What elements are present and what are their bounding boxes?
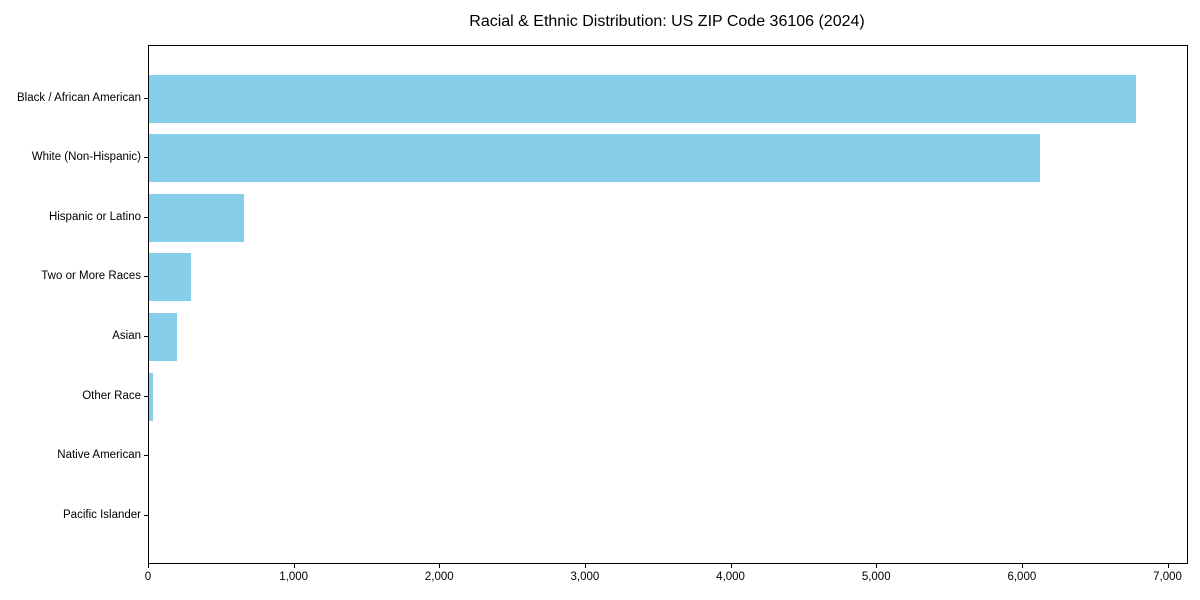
bar [149, 134, 1040, 183]
y-tick-mark [144, 395, 148, 397]
y-tick-mark [144, 216, 148, 218]
x-tick-mark [439, 564, 441, 568]
x-tick-mark [584, 564, 586, 568]
bar [149, 372, 153, 421]
x-tick-label: 4,000 [716, 571, 745, 583]
x-tick-label: 5,000 [861, 571, 891, 583]
x-tick-mark [1167, 564, 1169, 568]
y-tick-label: Hispanic or Latino [48, 210, 141, 223]
y-tick-mark [144, 157, 148, 159]
x-tick-mark [148, 564, 149, 568]
x-tick-label: 2,000 [424, 571, 454, 583]
bar [149, 312, 178, 361]
y-tick-label: Black / African American [17, 91, 141, 104]
chart-title: Racial & Ethnic Distribution: US ZIP Cod… [469, 13, 865, 30]
x-tick-label: 1,000 [279, 571, 309, 583]
plot-area [148, 45, 1188, 564]
y-tick-label: Asian [112, 329, 141, 342]
y-tick-label: Other Race [82, 389, 141, 402]
x-tick-label: 7,000 [1153, 571, 1182, 583]
x-tick-mark [876, 564, 878, 568]
y-tick-label: Pacific Islander [63, 508, 141, 521]
x-tick-label: 6,000 [1007, 571, 1037, 583]
y-tick-mark [144, 97, 148, 99]
y-tick-mark [144, 514, 148, 516]
x-tick-label: 3,000 [570, 571, 600, 583]
y-tick-label: Native American [57, 449, 141, 462]
bar [149, 253, 192, 302]
y-tick-mark [144, 276, 148, 278]
y-tick-label: White (Non-Hispanic) [31, 151, 141, 164]
x-tick-mark [1021, 564, 1023, 568]
x-tick-mark [730, 564, 732, 568]
x-tick-mark [293, 564, 295, 568]
bar [149, 74, 1137, 123]
bar [149, 193, 245, 242]
y-tick-mark [144, 335, 148, 337]
y-tick-mark [144, 455, 148, 457]
y-tick-label: Two or More Races [41, 270, 141, 283]
x-tick-label: 0 [144, 571, 152, 583]
